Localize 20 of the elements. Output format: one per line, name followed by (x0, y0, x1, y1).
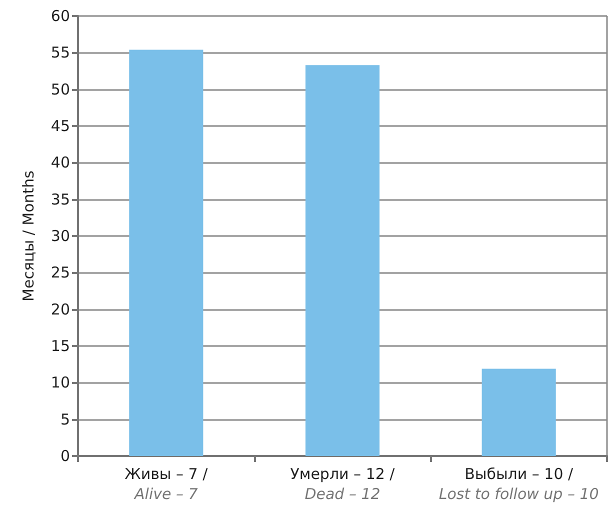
y-tick-label: 45 (50, 117, 70, 135)
y-tick-label: 60 (50, 7, 70, 25)
y-tick-label: 30 (50, 227, 70, 245)
y-tick-label: 35 (50, 190, 70, 208)
y-tick-label: 55 (50, 44, 70, 62)
y-tick-label: 0 (60, 447, 70, 465)
y-tick-label: 40 (50, 154, 70, 172)
y-tick-label: 50 (50, 80, 70, 98)
x-tick-label: Живы – 7 / Alive – 7 (124, 465, 209, 503)
y-tick-label: 15 (50, 337, 70, 355)
y-tick-label: 5 (60, 410, 70, 428)
bar (482, 368, 556, 456)
x-tick-label: Выбыли – 10 / Lost to follow up – 10 (438, 465, 599, 503)
y-tick-label: 25 (50, 264, 70, 282)
bar (305, 65, 380, 456)
y-tick-label: 20 (50, 300, 70, 318)
x-tick-label: Умерли – 12 / Dead – 12 (290, 465, 396, 503)
bar (129, 50, 204, 456)
y-axis-title: Месяцы / Months (20, 170, 38, 302)
y-tick-label: 10 (50, 374, 70, 392)
